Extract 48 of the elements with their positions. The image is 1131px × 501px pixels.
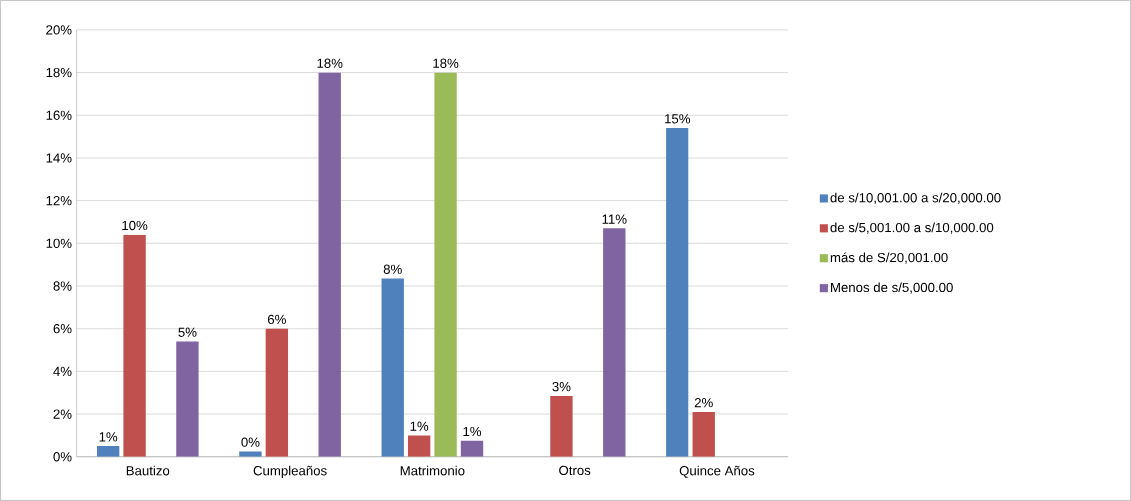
data-label: 6%	[267, 314, 286, 325]
y-tick-label: 8%	[53, 281, 72, 291]
bar	[434, 72, 457, 457]
x-tick-label: Otros	[559, 465, 591, 476]
y-tick-label: 2%	[53, 409, 72, 419]
data-label: 0%	[241, 437, 260, 447]
bar	[239, 451, 262, 457]
data-label: 18%	[317, 58, 343, 69]
x-tick-label: Matrimonio	[400, 465, 465, 476]
data-label: 1%	[410, 421, 429, 431]
legend-label: de s/5,001.00 a s/10,000.00	[830, 222, 994, 234]
bar	[123, 234, 146, 457]
y-tick-label: 12%	[46, 196, 72, 206]
data-label: 2%	[694, 398, 713, 408]
bar	[381, 278, 404, 457]
data-label: 5%	[178, 327, 197, 337]
bar	[96, 446, 120, 457]
bar	[318, 72, 341, 457]
y-tick-label: 20%	[46, 25, 72, 35]
data-label: 3%	[552, 382, 571, 392]
data-label: 15%	[665, 114, 691, 124]
bar	[550, 395, 573, 457]
y-tick-label: 6%	[53, 324, 72, 334]
y-tick-label: 14%	[46, 153, 72, 163]
x-tick-label: Bautizo	[126, 465, 170, 476]
data-label: 8%	[383, 264, 402, 274]
x-tick-label: Cumpleaños	[253, 465, 327, 479]
legend-label: de s/10,001.00 a s/20,000.00	[830, 192, 1001, 205]
data-label: 1%	[463, 426, 482, 437]
data-label: 18%	[433, 58, 459, 69]
bar	[460, 440, 484, 457]
bar	[176, 341, 199, 457]
data-label: 1%	[99, 432, 118, 442]
bar	[265, 328, 289, 457]
bar	[692, 411, 715, 457]
data-label: 11%	[602, 214, 627, 224]
y-tick-label: 10%	[46, 238, 72, 249]
data-label: 10%	[122, 220, 148, 231]
legend-label: más de S/20,001.00	[830, 252, 948, 264]
y-tick-label: 0%	[53, 452, 72, 462]
bar	[603, 228, 626, 457]
bar	[407, 435, 431, 457]
bar	[666, 128, 689, 457]
y-tick-label: 18%	[46, 67, 72, 78]
y-tick-label: 16%	[46, 110, 72, 120]
x-tick-label: Quince Años	[679, 465, 755, 478]
y-tick-label: 4%	[53, 366, 72, 377]
legend-label: Menos de s/5,000.00	[831, 282, 953, 294]
